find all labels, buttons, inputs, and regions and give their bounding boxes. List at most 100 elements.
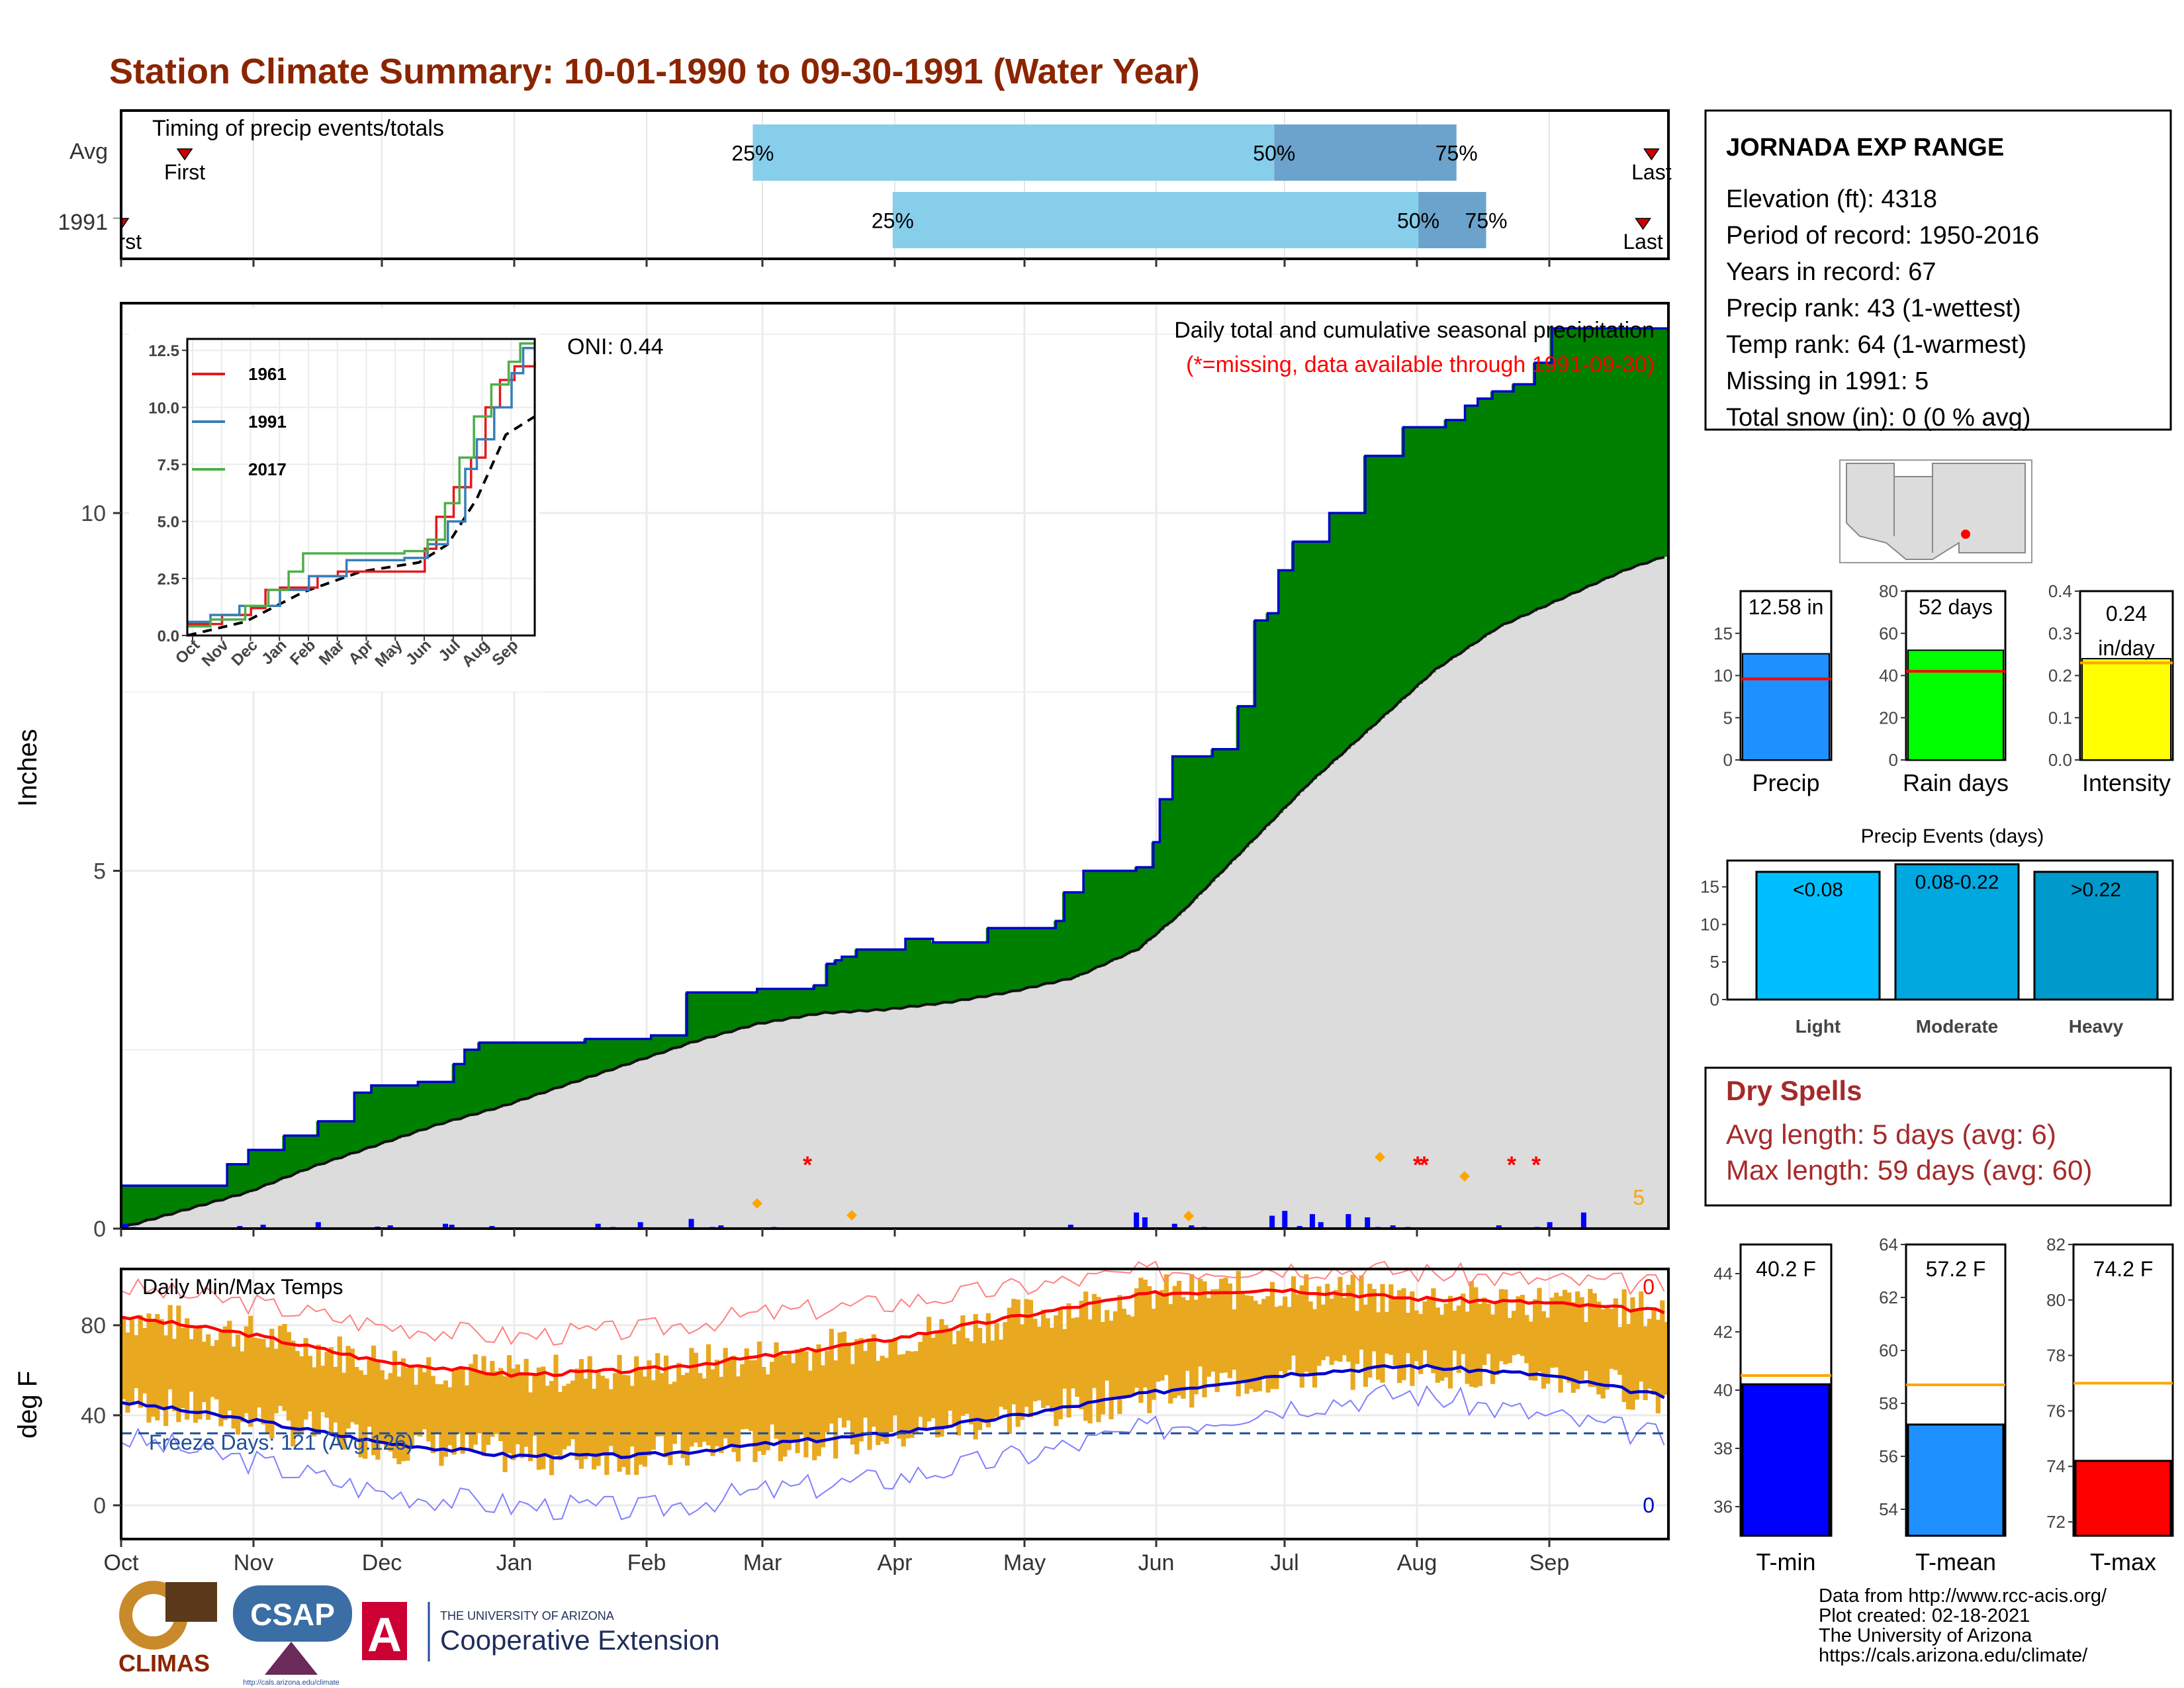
departure-strip bbox=[125, 1186, 130, 1227]
temp-day-bar bbox=[1265, 1296, 1271, 1393]
temp-day-bar bbox=[1202, 1281, 1207, 1397]
temp-day-bar bbox=[613, 1373, 618, 1454]
mini-bar-label: Precip bbox=[1752, 769, 1819, 796]
departure-strip bbox=[1036, 928, 1042, 986]
departure-strip bbox=[490, 1042, 495, 1110]
temp-day-bar bbox=[1308, 1301, 1313, 1374]
temp-label: Daily Min/Max Temps bbox=[142, 1275, 343, 1299]
departure-strip bbox=[884, 949, 889, 1010]
temp-day-bar bbox=[918, 1342, 923, 1417]
temp-day-bar bbox=[761, 1367, 766, 1455]
temp-day-bar bbox=[379, 1370, 385, 1443]
departure-strip bbox=[913, 939, 919, 1007]
temp-day-bar bbox=[888, 1339, 893, 1432]
temp-day-bar bbox=[905, 1350, 911, 1438]
record-max-line bbox=[120, 1260, 1665, 1346]
temp-day-bar bbox=[638, 1368, 643, 1465]
temp-day-bar bbox=[316, 1344, 321, 1434]
departure-strip bbox=[1299, 541, 1304, 792]
departure-strip bbox=[621, 1039, 626, 1066]
departure-strip bbox=[952, 942, 957, 1002]
temp-day-bar bbox=[1096, 1297, 1101, 1423]
mini-bar-tick-label: 20 bbox=[1879, 708, 1898, 727]
departure-strip bbox=[600, 1039, 605, 1074]
inset-y-tick-label: 2.5 bbox=[158, 571, 179, 588]
temp-day-bar bbox=[371, 1345, 377, 1456]
missing-day-marker: * bbox=[1420, 1151, 1429, 1178]
temp-day-bar bbox=[1105, 1310, 1110, 1381]
departure-strip bbox=[833, 960, 839, 1013]
timing-pct-label: 50% bbox=[1397, 209, 1439, 233]
temp-day-bar bbox=[1520, 1295, 1525, 1356]
departure-strip bbox=[320, 1121, 326, 1164]
departure-strip bbox=[693, 992, 698, 1043]
temp-day-bar bbox=[1295, 1294, 1300, 1374]
temp-day-bar bbox=[727, 1359, 733, 1447]
temp-day-bar bbox=[206, 1334, 211, 1420]
temp-day-bar bbox=[1312, 1309, 1318, 1388]
daily-precip-bar bbox=[1496, 1225, 1502, 1229]
temp-day-bar bbox=[977, 1328, 983, 1430]
temp-day-bar bbox=[867, 1338, 872, 1450]
temp-day-bar bbox=[180, 1328, 185, 1409]
temp-day-bar bbox=[731, 1355, 737, 1452]
first-marker bbox=[176, 148, 193, 161]
departure-strip bbox=[1130, 870, 1135, 953]
dry-spells-title: Dry Spells bbox=[1726, 1075, 1862, 1106]
departure-strip bbox=[1219, 749, 1224, 873]
temp-day-bar bbox=[1121, 1309, 1126, 1399]
temp-day-bar bbox=[680, 1375, 686, 1458]
temp-day-bar bbox=[367, 1357, 372, 1427]
departure-strip bbox=[193, 1186, 198, 1208]
departure-strip bbox=[1583, 328, 1588, 588]
last-marker-label: Last bbox=[1623, 230, 1663, 254]
temp-day-bar bbox=[1070, 1318, 1076, 1389]
temp-day-bar bbox=[358, 1370, 363, 1458]
temp-day-bar bbox=[1655, 1319, 1661, 1414]
temp-summary-label: T-min bbox=[1756, 1548, 1816, 1575]
precip-events-title: Precip Events (days) bbox=[1861, 825, 2044, 847]
temp-day-bar bbox=[702, 1378, 707, 1442]
temp-day-bar bbox=[494, 1371, 499, 1434]
departure-strip bbox=[1151, 842, 1156, 937]
temp-day-bar bbox=[744, 1348, 749, 1429]
departure-strip bbox=[222, 1186, 228, 1199]
csap-logo-text: CSAP bbox=[250, 1597, 335, 1632]
departure-strip bbox=[1528, 384, 1533, 614]
departure-strip bbox=[1227, 749, 1232, 865]
temp-day-bar bbox=[1197, 1278, 1203, 1367]
departure-strip bbox=[295, 1135, 300, 1174]
departure-strip bbox=[1045, 928, 1050, 985]
temp-day-bar bbox=[740, 1364, 745, 1430]
departure-strip bbox=[1447, 420, 1453, 661]
departure-strip bbox=[1414, 427, 1419, 688]
temp-day-bar bbox=[964, 1338, 970, 1414]
temp-day-bar bbox=[523, 1358, 529, 1447]
departure-strip bbox=[1388, 455, 1394, 711]
temp-day-bar bbox=[312, 1367, 317, 1436]
departure-strip bbox=[1185, 756, 1190, 908]
daily-precip-bar bbox=[718, 1225, 724, 1229]
temp-y-label: deg F bbox=[13, 1371, 42, 1438]
temp-day-bar bbox=[735, 1376, 741, 1462]
precip-events-category: Moderate bbox=[1916, 1016, 1998, 1037]
temp-day-bar bbox=[333, 1366, 338, 1423]
temp-day-bar bbox=[142, 1328, 148, 1393]
temp-day-bar bbox=[1664, 1322, 1669, 1395]
temp-day-bar bbox=[604, 1378, 610, 1476]
station-line: Total snow (in): 0 (0 % avg) bbox=[1726, 404, 2030, 432]
departure-strip bbox=[841, 957, 846, 1013]
temp-day-bar bbox=[566, 1383, 571, 1446]
temp-day-bar bbox=[884, 1358, 889, 1444]
departure-strip bbox=[901, 949, 906, 1009]
temp-summary-tick-label: 60 bbox=[1879, 1340, 1898, 1360]
temp-day-bar bbox=[1643, 1326, 1648, 1401]
mini-bar-tick-label: 5 bbox=[1723, 708, 1733, 727]
mini-bar-tick-label: 60 bbox=[1879, 624, 1898, 643]
departure-strip bbox=[1075, 892, 1080, 978]
temp-day-bar bbox=[171, 1338, 177, 1411]
departure-strip bbox=[460, 1064, 465, 1119]
temp-day-bar bbox=[1447, 1295, 1453, 1389]
departure-strip bbox=[256, 1150, 261, 1189]
temp-day-bar bbox=[1617, 1327, 1623, 1375]
